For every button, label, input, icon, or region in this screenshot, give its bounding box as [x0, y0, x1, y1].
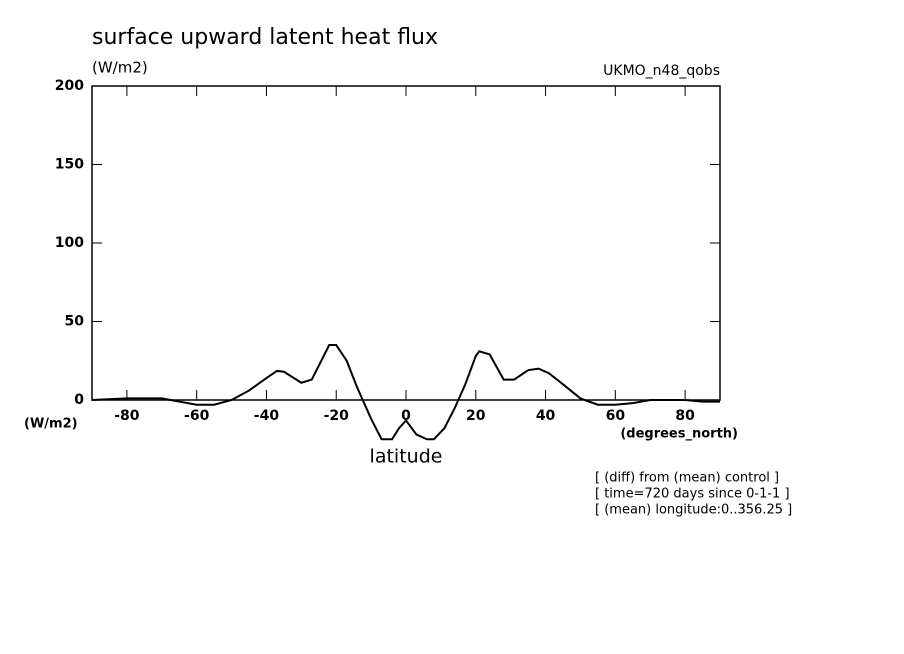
annotation: [ time=720 days since 0-1-1 ]: [595, 487, 790, 502]
y-unit-side: (W/m2): [24, 417, 78, 432]
annotation: [ (diff) from (mean) control ]: [595, 471, 779, 486]
y-unit: (W/m2): [92, 59, 148, 77]
x-tick-label: 60: [606, 408, 626, 424]
y-tick-label: 0: [74, 392, 84, 408]
x-tick-label: 20: [466, 408, 486, 424]
x-tick-label: -60: [184, 408, 210, 424]
dataset-label: UKMO_n48_qobs: [603, 63, 720, 79]
x-tick-label: -40: [254, 408, 280, 424]
x-tick-label: -20: [324, 408, 350, 424]
y-tick-label: 150: [55, 157, 84, 173]
x-axis-label: latitude: [370, 446, 443, 468]
x-tick-label: 80: [675, 408, 695, 424]
x-tick-label: 40: [536, 408, 556, 424]
x-unit: (degrees_north): [620, 427, 738, 442]
data-line: [91, 344, 720, 441]
annotation: [ (mean) longitude:0..356.25 ]: [595, 503, 792, 518]
chart-title: surface upward latent heat flux: [92, 25, 438, 50]
y-tick-label: 50: [65, 314, 85, 330]
x-tick-label: -80: [114, 408, 140, 424]
y-tick-label: 200: [55, 78, 84, 94]
y-tick-label: 100: [55, 235, 84, 251]
x-tick-label: 0: [401, 408, 411, 424]
